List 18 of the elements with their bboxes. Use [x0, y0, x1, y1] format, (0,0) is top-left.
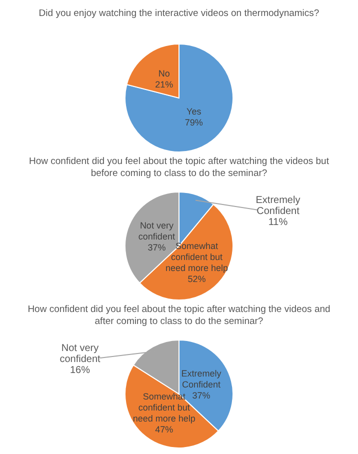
data-label: 79% [184, 118, 203, 128]
slice-label: Yes [186, 106, 202, 117]
slice-label: Not very confident [60, 343, 101, 365]
slice-label: No [158, 68, 170, 78]
data-label: 37% [148, 242, 166, 252]
slice-label: Extremely Confident [256, 195, 300, 217]
pie-slice [124, 44, 234, 152]
data-label: 16% [70, 365, 90, 376]
chart-title: How confident did you feel about the topic after watching the videos and after coming to class to do the seminar? [28, 304, 330, 327]
data-label: 37% [192, 390, 210, 400]
chart-title: Did you enjoy watching the interactive videos on thermodynamics? [38, 8, 320, 19]
data-label: 11% [268, 217, 288, 228]
data-label: 52% [188, 274, 206, 284]
chart-title: How confident did you feel about the topic after watching the videos but before coming to class to do the seminar? [29, 156, 329, 179]
slice-label: Not very confident [138, 220, 176, 242]
data-label: 47% [155, 424, 174, 435]
slice-label: Extremely Confident [181, 368, 222, 390]
data-label: 21% [155, 79, 174, 90]
